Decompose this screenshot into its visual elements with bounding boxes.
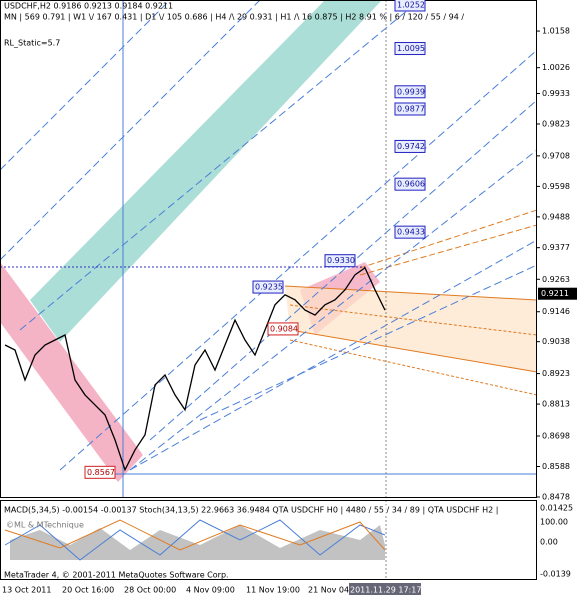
y-tick-label: 1.0158 <box>542 27 570 36</box>
time-label: 2011.11.29 17:17 <box>350 586 421 595</box>
y-tick-label: 0.8588 <box>542 462 570 471</box>
down-channel <box>0 262 143 482</box>
y-tick-label: 1.0026 <box>542 63 570 72</box>
indicator-frame <box>0 500 537 580</box>
level-label: 0.9330 <box>327 256 355 265</box>
blue-fan-lines <box>0 0 538 471</box>
level-label: 1.0095 <box>397 44 425 53</box>
macd-histogram <box>10 525 385 560</box>
level-box <box>394 225 426 239</box>
level-box <box>394 139 426 153</box>
y-tick-label: 0.8478 <box>542 493 570 502</box>
level-label: 0.9606 <box>397 180 425 189</box>
level-box <box>394 42 426 56</box>
static-label: RL_Static=5.7 <box>4 39 60 48</box>
level-box <box>394 0 426 12</box>
y-tick-label: 0.8923 <box>542 369 570 378</box>
level-box <box>267 322 299 336</box>
current-price-label: 0.9211 <box>541 289 569 298</box>
indicator-axis-label: -0.0139 <box>540 570 571 579</box>
y-tick-label: 0.9263 <box>542 275 570 284</box>
time-label: 21 Nov 04:00 <box>308 586 362 595</box>
orange-lines <box>284 209 538 396</box>
time-label: 28 Oct 00:00 <box>124 586 176 595</box>
signal-line <box>4 519 386 551</box>
time-label: 20 Oct 16:00 <box>62 586 114 595</box>
y-tick-label: 0.8813 <box>542 400 570 409</box>
indicator-axis-label: 0.01425 <box>540 504 573 513</box>
level-label: 0.9877 <box>397 104 425 113</box>
y-tick-label: 0.9598 <box>542 182 570 191</box>
y-tick-label: 0.8698 <box>542 431 570 440</box>
level-box <box>84 465 116 479</box>
legend-backdrop <box>2 505 532 515</box>
time-label: 4 Nov 09:00 <box>186 586 235 595</box>
level-label: 1.0252 <box>397 0 425 9</box>
level-box <box>324 254 356 268</box>
level-box <box>252 280 284 294</box>
symbol-line: USDCHF,H2 0.9186 0.9213 0.9184 0.9211 <box>4 2 173 11</box>
price-line <box>4 266 386 472</box>
level-label: 0.9742 <box>397 142 425 151</box>
time-label: 13 Oct 2011 <box>2 586 51 595</box>
y-tick-label: 0.9933 <box>542 89 570 98</box>
copyright: MetaTrader 4, © 2001-2011 MetaQuotes Sof… <box>4 571 229 580</box>
level-box <box>394 102 426 116</box>
level-label: 0.9084 <box>270 324 298 333</box>
timeframes-line: MN | 569 0.791 | W1 \/ 167 0.431 | D1 \/… <box>4 13 464 22</box>
level-label: 0.9433 <box>397 228 425 237</box>
stoch-line <box>4 519 386 561</box>
indicator-legend: MACD(5,34,5) -0.00154 -0.00137 Stoch(34,… <box>4 506 498 515</box>
y-tick-label: 0.9488 <box>542 212 570 221</box>
y-tick-label: 0.9708 <box>542 151 570 160</box>
y-tick-label: 0.9377 <box>542 243 570 252</box>
level-box <box>394 85 426 99</box>
current-price-box <box>538 287 577 300</box>
fibo-channel <box>30 0 382 342</box>
main-frame <box>0 0 537 498</box>
level-label: 0.9939 <box>397 87 425 96</box>
orange-channel <box>285 286 537 372</box>
indicator-axis-label: 100.00 <box>540 518 568 527</box>
y-tick-label: 0.9038 <box>542 337 570 346</box>
time-label: 11 Nov 19:00 <box>246 586 300 595</box>
y-tick-label: 0.9823 <box>542 119 570 128</box>
level-label: 0.9235 <box>255 283 283 292</box>
indicator-axis-label: 0.00 <box>540 538 558 547</box>
watermark: ©ML & MTechnique <box>6 521 84 530</box>
time-cursor-box <box>349 583 421 595</box>
y-tick-label: 0.9146 <box>542 307 570 316</box>
level-label: 0.8567 <box>87 468 115 477</box>
level-box <box>394 177 426 191</box>
